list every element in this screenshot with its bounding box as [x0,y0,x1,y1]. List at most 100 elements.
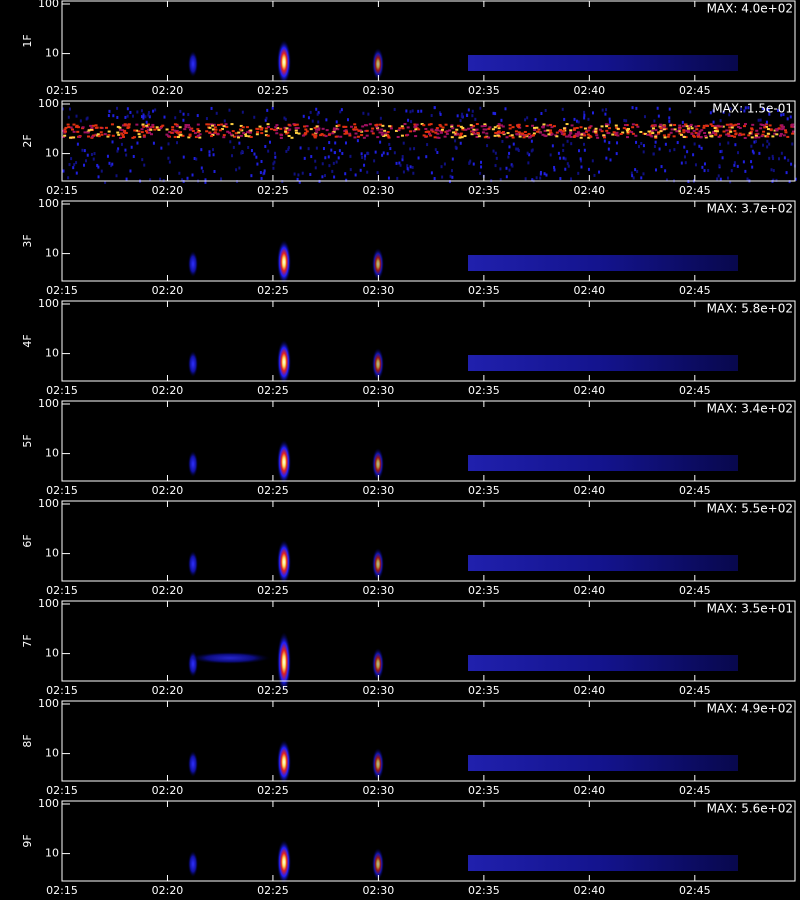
texture [450,125,454,128]
texture [299,146,302,150]
texture [141,123,145,126]
texture [314,166,317,170]
texture [654,135,658,138]
texture [379,116,382,120]
texture [528,153,531,157]
texture [609,158,612,162]
texture [666,135,670,138]
texture [621,131,625,134]
texture [449,174,452,178]
texture [90,126,94,129]
texture [344,141,347,145]
texture [399,163,402,167]
texture [628,130,632,133]
texture [309,172,312,176]
texture [454,131,458,134]
texture [614,124,618,127]
texture [722,110,725,114]
texture [353,126,357,129]
texture [593,128,597,131]
texture [429,134,433,137]
texture [602,134,606,137]
texture [188,251,198,277]
texture [616,134,620,137]
texture [62,135,66,138]
texture [532,134,536,137]
texture [413,123,417,126]
texture [376,127,380,130]
texture [468,55,738,71]
texture [426,143,429,147]
texture [346,118,349,122]
y-tick-label: 10 [45,247,59,260]
texture [435,136,439,139]
texture [494,131,498,134]
texture [361,125,365,128]
texture [381,153,384,157]
texture [759,123,763,126]
texture [524,177,527,181]
texture [555,131,559,134]
texture [398,161,401,165]
texture [160,146,163,150]
texture [651,132,655,135]
texture [290,136,294,139]
texture [107,130,111,133]
texture [360,130,364,133]
texture [578,149,581,153]
texture [749,130,753,133]
texture [751,149,754,153]
y-tick-label: 100 [38,97,59,110]
texture [417,128,421,131]
texture [276,127,280,130]
texture [675,130,679,133]
texture [763,124,767,127]
texture [332,131,336,134]
x-tick-label: 02:15 [46,584,78,597]
texture [754,139,757,143]
texture [216,133,220,136]
annotation: MAX: 4.0e+02 [707,2,793,16]
texture [636,125,640,128]
texture [256,131,260,134]
texture [690,127,694,130]
texture [719,134,723,137]
texture [727,141,730,145]
texture [567,134,571,137]
texture [743,109,746,113]
texture [313,126,317,129]
texture [277,632,291,692]
texture [673,148,676,152]
texture [372,48,384,80]
x-tick-label: 02:40 [573,284,605,297]
texture [738,126,742,129]
texture [786,135,790,138]
annotation: MAX: 5.5e+02 [707,502,793,516]
texture [103,133,107,136]
texture [301,134,305,137]
texture [734,143,737,147]
texture [682,129,686,132]
x-tick-label: 02:40 [573,684,605,697]
texture [491,128,495,131]
texture [349,168,352,172]
x-tick-label: 02:40 [573,384,605,397]
texture [196,123,200,126]
texture [564,135,568,138]
texture [690,132,694,135]
texture [211,124,215,127]
texture [75,125,79,128]
texture [420,109,423,113]
texture [303,125,307,128]
texture [212,148,215,152]
texture [708,133,712,136]
texture [668,116,671,120]
texture [625,119,628,123]
texture [771,154,774,158]
texture [508,134,512,137]
texture [535,176,538,180]
texture [424,130,428,133]
y-axis-label: 6F [21,534,34,547]
texture [789,115,792,119]
texture [236,135,240,138]
